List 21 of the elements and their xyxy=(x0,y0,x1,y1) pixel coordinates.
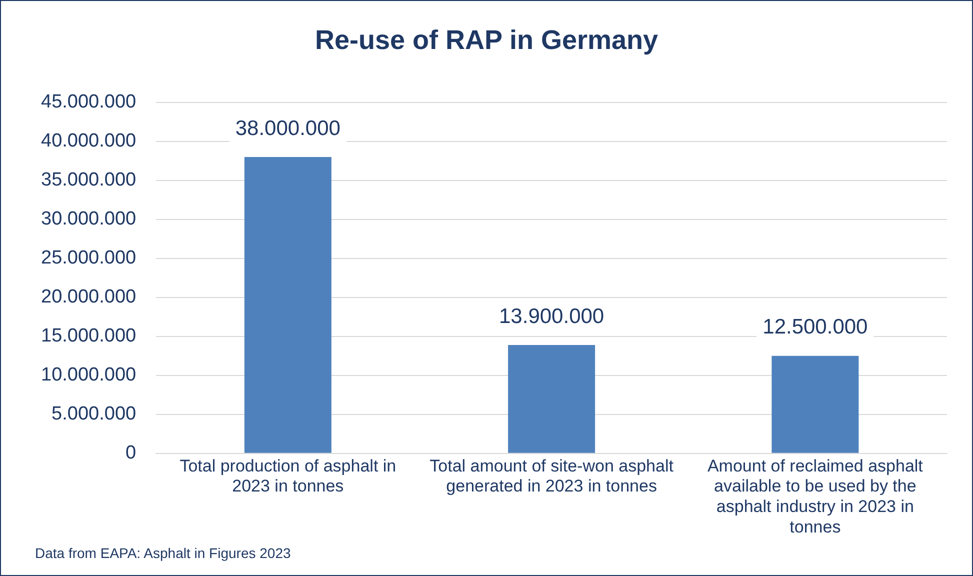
y-tick-label: 5.000.000 xyxy=(52,404,136,425)
bar xyxy=(244,157,332,453)
y-tick-label: 25.000.000 xyxy=(41,248,136,269)
bar xyxy=(508,344,596,453)
x-tick-label: Amount of reclaimed asphalt available to be used by the asphalt industry in 2023 in tonnes xyxy=(707,456,924,536)
y-tick-label: 20.000.000 xyxy=(41,286,136,308)
y-tick-label: 0 xyxy=(126,442,136,464)
y-tick-label: 45.000.000 xyxy=(41,92,136,113)
y-tick-label: 10.000.000 xyxy=(41,364,136,386)
y-tick-label: 30.000.000 xyxy=(41,208,136,230)
chart-title: Re-use of RAP in Germany xyxy=(314,25,660,56)
data-label: 38.000.000 xyxy=(235,116,340,140)
text: Data from EAPA: Asphalt in Figures 2023 xyxy=(35,545,291,561)
x-tick-label: Total amount of site-won asphalt generated in 2023 in tonnes xyxy=(430,456,674,496)
bar xyxy=(772,356,859,453)
x-tick-label: Total production of asphalt in 2023 in tonnes xyxy=(180,456,396,496)
data-label: 13.900.000 xyxy=(498,304,604,328)
y-tick-label: 40.000.000 xyxy=(41,130,136,152)
data-label: 12.500.000 xyxy=(762,316,868,339)
y-tick-label: 35.000.000 xyxy=(41,170,136,191)
y-tick-label: 15.000.000 xyxy=(41,326,136,347)
